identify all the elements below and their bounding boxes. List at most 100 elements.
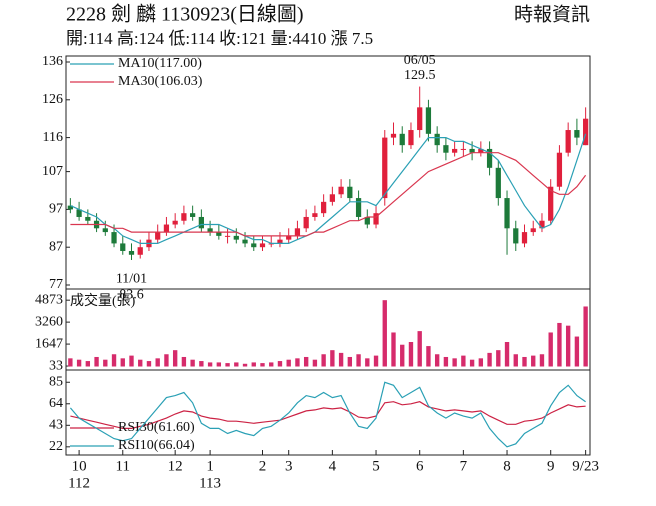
volume-bar xyxy=(487,352,492,367)
candle-body xyxy=(338,186,344,195)
candle-body xyxy=(521,232,528,244)
x-tick-label: 12 xyxy=(168,458,183,474)
volume-bar xyxy=(373,355,379,367)
candle-body xyxy=(434,133,440,146)
candle-body xyxy=(207,228,213,233)
x-tick-label: 3 xyxy=(285,458,293,474)
candle-body xyxy=(259,243,266,248)
candle-body xyxy=(329,194,335,202)
candle-body xyxy=(574,130,580,138)
candle-body xyxy=(242,239,248,244)
candle-body xyxy=(155,232,161,240)
volume-bar xyxy=(417,331,422,367)
candle-body xyxy=(469,148,475,153)
candle-body xyxy=(277,239,283,244)
candle-body xyxy=(321,201,327,214)
candle-body xyxy=(478,148,484,153)
volume-bar xyxy=(557,322,562,367)
volume-bar xyxy=(478,358,484,367)
y-tick-label: 3260 xyxy=(35,314,63,329)
volume-bar xyxy=(356,354,361,367)
candle-body xyxy=(355,198,362,217)
volume-bar xyxy=(583,306,588,367)
volume-bar xyxy=(138,359,143,367)
candle-body xyxy=(303,216,309,229)
volume-bar xyxy=(400,344,405,367)
candle-body xyxy=(163,224,170,233)
y-tick-label: 107 xyxy=(42,164,63,179)
candle-body xyxy=(486,148,493,168)
candle-body xyxy=(137,247,143,255)
volume-bar xyxy=(565,325,571,367)
volume-bar xyxy=(76,359,82,367)
candle-body xyxy=(294,228,301,236)
legend-label: RSI30(61.60) xyxy=(118,420,195,435)
volume-bar xyxy=(190,359,195,367)
subtitle: 開:114 高:124 低:114 收:121 量:4410 漲 7.5 xyxy=(66,29,373,48)
x-tick-label: 6 xyxy=(416,458,424,474)
line-series xyxy=(70,133,587,244)
volume-bar xyxy=(434,354,440,367)
x-tick-label: 9/23 xyxy=(572,458,599,474)
volume-bar xyxy=(260,363,265,367)
y-tick-label: 1647 xyxy=(35,336,63,351)
candle-body xyxy=(495,167,501,199)
volume-bar xyxy=(68,358,73,367)
x-tick-label: 10 xyxy=(72,458,87,474)
candle-body xyxy=(452,148,458,153)
volume-bar xyxy=(312,359,318,367)
x-tick-label: 11 xyxy=(116,458,130,474)
line-series xyxy=(70,152,587,237)
candle-body xyxy=(251,243,257,248)
candle-body xyxy=(460,148,466,150)
volume-bar xyxy=(85,361,91,367)
volume-bar xyxy=(199,361,204,367)
volume-bar xyxy=(531,355,536,367)
volume-bar xyxy=(172,350,178,367)
candle-body xyxy=(111,232,117,244)
candle-body xyxy=(425,107,432,134)
volume-bar xyxy=(234,362,239,367)
candle-body xyxy=(76,209,82,217)
legend-label: 成交量(張) xyxy=(70,292,136,309)
volume-bar xyxy=(295,358,300,367)
volume-bar xyxy=(216,362,222,367)
candle-body xyxy=(233,235,239,240)
candle-body xyxy=(504,198,510,229)
candle-body xyxy=(67,205,73,210)
volume-bar xyxy=(522,356,527,367)
candle-body xyxy=(548,186,554,221)
y-tick-label: 97 xyxy=(49,202,63,217)
candle-body xyxy=(198,216,204,229)
plot-frame xyxy=(65,55,591,456)
y-tick-label: 4873 xyxy=(35,292,63,307)
candle-body xyxy=(583,118,589,146)
volume-bar xyxy=(469,359,475,367)
annotation-label: 11/01 xyxy=(116,271,147,286)
candle-body xyxy=(120,243,126,251)
candle-body xyxy=(417,107,423,131)
volume-bar xyxy=(181,356,187,367)
source: 時報資訊 xyxy=(514,3,590,25)
candle-body xyxy=(530,228,536,233)
candle-body xyxy=(408,130,414,146)
volume-bar xyxy=(548,332,553,367)
x-tick-label: 2 xyxy=(259,458,267,474)
volume-bar xyxy=(251,362,256,367)
volume-bar xyxy=(321,354,326,367)
candle-body xyxy=(128,250,135,255)
volume-bar xyxy=(286,359,291,367)
y-tick-label: 33 xyxy=(49,358,63,373)
year-label: 112 xyxy=(68,475,90,491)
candle-body xyxy=(216,232,222,236)
x-tick-label: 4 xyxy=(329,458,337,474)
volume-bar xyxy=(207,362,213,367)
volume-bar xyxy=(513,354,518,367)
candle-body xyxy=(373,213,379,225)
candle-body xyxy=(513,228,519,244)
legend-label: MA10(117.00) xyxy=(118,56,202,71)
volume-bar xyxy=(382,300,387,367)
y-tick-label: 43 xyxy=(49,418,63,433)
volume-bar xyxy=(365,358,370,367)
